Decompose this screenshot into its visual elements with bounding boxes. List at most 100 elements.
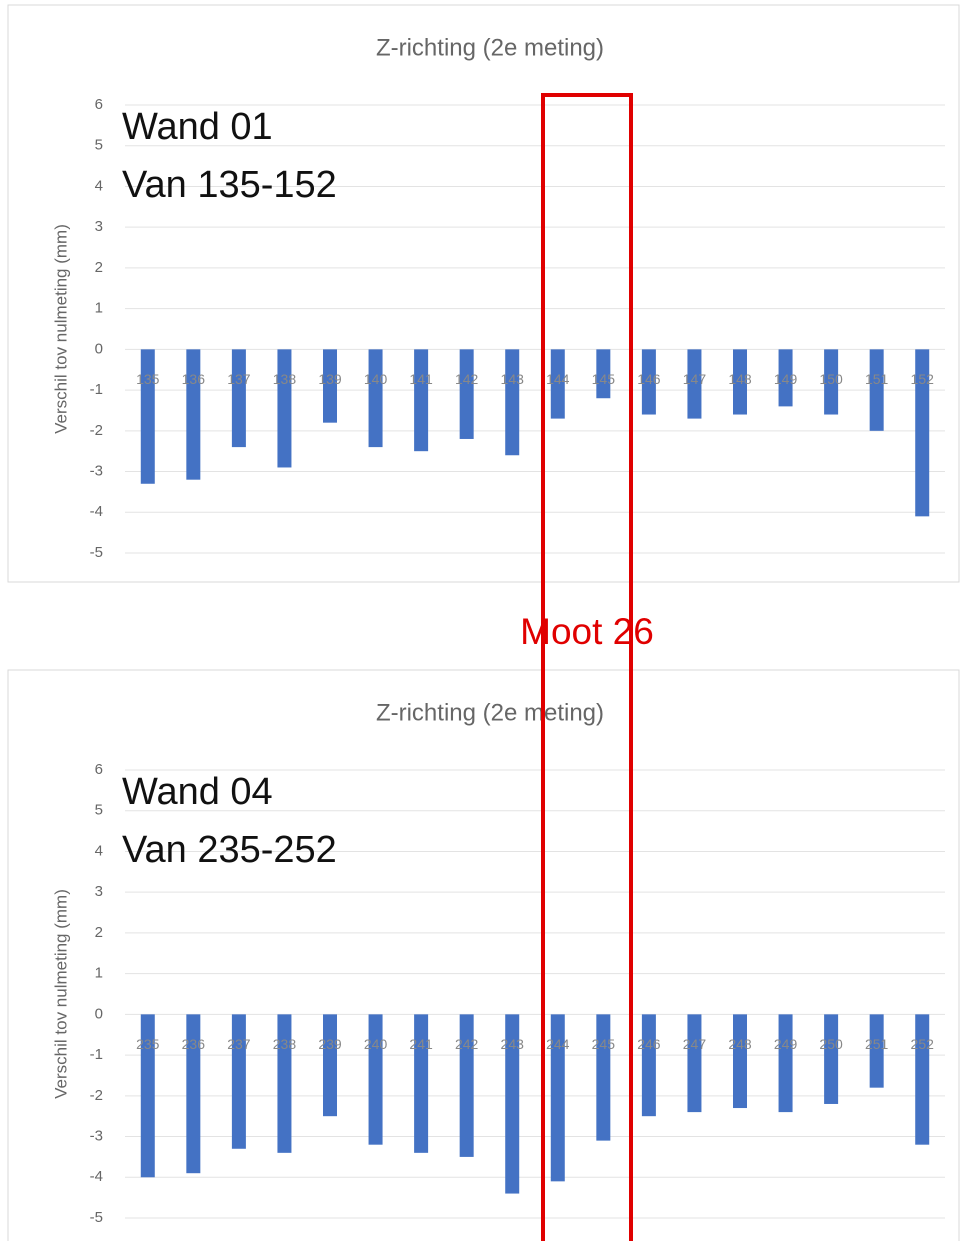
bar bbox=[915, 349, 930, 517]
bar bbox=[140, 1014, 155, 1178]
annotation: Wand 01 bbox=[122, 106, 273, 148]
bar bbox=[733, 1014, 747, 1109]
x-tick-label: 135 bbox=[136, 371, 160, 387]
bar bbox=[186, 349, 201, 480]
bar bbox=[368, 349, 383, 448]
x-tick-label: 244 bbox=[546, 1036, 570, 1052]
y-tick-label: 2 bbox=[95, 259, 103, 276]
x-tick-label: 136 bbox=[182, 371, 206, 387]
bar bbox=[596, 1014, 611, 1141]
x-tick-label: 239 bbox=[318, 1036, 342, 1052]
bar bbox=[186, 1014, 201, 1174]
y-tick-label: -2 bbox=[90, 1087, 103, 1104]
y-tick-label: 4 bbox=[95, 842, 103, 859]
bar bbox=[277, 1014, 292, 1153]
bar bbox=[277, 349, 292, 468]
y-tick-label: -1 bbox=[90, 381, 103, 398]
x-tick-label: 250 bbox=[819, 1036, 843, 1052]
x-tick-label: 252 bbox=[911, 1036, 935, 1052]
x-tick-label: 138 bbox=[273, 371, 297, 387]
x-tick-label: 241 bbox=[409, 1036, 433, 1052]
bar bbox=[368, 1014, 383, 1145]
bar bbox=[505, 1014, 520, 1194]
y-tick-label: -5 bbox=[90, 1209, 103, 1226]
y-axis-label: Verschil tov nulmeting (mm) bbox=[51, 224, 70, 434]
bar bbox=[687, 349, 702, 419]
overlay-label: Moot 26 bbox=[520, 611, 654, 652]
bar bbox=[778, 1014, 793, 1113]
x-tick-label: 147 bbox=[683, 371, 707, 387]
y-tick-label: -1 bbox=[90, 1046, 103, 1063]
x-tick-label: 236 bbox=[182, 1036, 206, 1052]
chart-title: Z-richting (2e meting) bbox=[376, 699, 604, 726]
y-axis-label: Verschil tov nulmeting (mm) bbox=[51, 889, 70, 1099]
highlight-box bbox=[541, 93, 633, 1241]
bar bbox=[915, 1014, 930, 1145]
y-tick-label: 5 bbox=[95, 802, 103, 819]
annotation: Van 235-252 bbox=[122, 829, 337, 871]
bar bbox=[323, 349, 337, 423]
chart-panel bbox=[7, 669, 960, 1241]
x-tick-label: 137 bbox=[227, 371, 251, 387]
y-tick-label: -4 bbox=[90, 1168, 103, 1185]
x-tick-label: 245 bbox=[592, 1036, 616, 1052]
bar bbox=[231, 1014, 246, 1149]
annotation: Van 135-152 bbox=[122, 164, 337, 206]
y-tick-label: 0 bbox=[95, 340, 103, 357]
y-tick-label: -5 bbox=[90, 544, 103, 561]
x-tick-label: 242 bbox=[455, 1036, 479, 1052]
bar bbox=[869, 349, 884, 431]
y-tick-label: 2 bbox=[95, 924, 103, 941]
annotation: Wand 04 bbox=[122, 771, 273, 813]
x-tick-label: 249 bbox=[774, 1036, 798, 1052]
x-tick-label: 146 bbox=[637, 371, 661, 387]
y-tick-label: 1 bbox=[95, 300, 103, 317]
x-tick-label: 141 bbox=[409, 371, 433, 387]
bar bbox=[550, 1014, 565, 1182]
y-tick-label: 6 bbox=[95, 761, 103, 778]
x-tick-label: 149 bbox=[774, 371, 798, 387]
bar bbox=[323, 1014, 337, 1117]
chart-title: Z-richting (2e meting) bbox=[376, 34, 604, 61]
x-tick-label: 140 bbox=[364, 371, 388, 387]
x-tick-label: 152 bbox=[911, 371, 935, 387]
x-tick-label: 142 bbox=[455, 371, 479, 387]
bar bbox=[824, 349, 839, 415]
x-tick-label: 237 bbox=[227, 1036, 251, 1052]
x-tick-label: 148 bbox=[728, 371, 752, 387]
bar bbox=[140, 349, 155, 484]
bar bbox=[641, 1014, 656, 1117]
x-tick-label: 145 bbox=[592, 371, 616, 387]
x-tick-label: 248 bbox=[728, 1036, 752, 1052]
bar bbox=[596, 349, 611, 399]
bar bbox=[550, 349, 565, 419]
bar bbox=[414, 349, 429, 452]
bar bbox=[414, 1014, 429, 1153]
x-tick-label: 235 bbox=[136, 1036, 160, 1052]
y-tick-label: 6 bbox=[95, 96, 103, 113]
x-tick-label: 139 bbox=[318, 371, 342, 387]
bar bbox=[869, 1014, 884, 1088]
x-tick-label: 238 bbox=[273, 1036, 297, 1052]
y-tick-label: -3 bbox=[90, 1128, 103, 1145]
x-tick-label: 151 bbox=[865, 371, 889, 387]
y-tick-label: 3 bbox=[95, 218, 103, 235]
y-tick-label: 4 bbox=[95, 177, 103, 194]
bar bbox=[824, 1014, 839, 1104]
chart-panel bbox=[7, 4, 960, 583]
y-tick-label: -2 bbox=[90, 422, 103, 439]
y-tick-label: -3 bbox=[90, 463, 103, 480]
bar bbox=[733, 349, 747, 415]
x-tick-label: 246 bbox=[637, 1036, 661, 1052]
bar bbox=[459, 349, 474, 439]
x-tick-label: 143 bbox=[501, 371, 525, 387]
bar bbox=[459, 1014, 474, 1157]
x-tick-label: 240 bbox=[364, 1036, 388, 1052]
bar bbox=[641, 349, 656, 415]
x-tick-label: 144 bbox=[546, 371, 570, 387]
x-tick-label: 150 bbox=[819, 371, 843, 387]
y-tick-label: 3 bbox=[95, 883, 103, 900]
y-tick-label: 0 bbox=[95, 1005, 103, 1022]
y-tick-label: 1 bbox=[95, 965, 103, 982]
